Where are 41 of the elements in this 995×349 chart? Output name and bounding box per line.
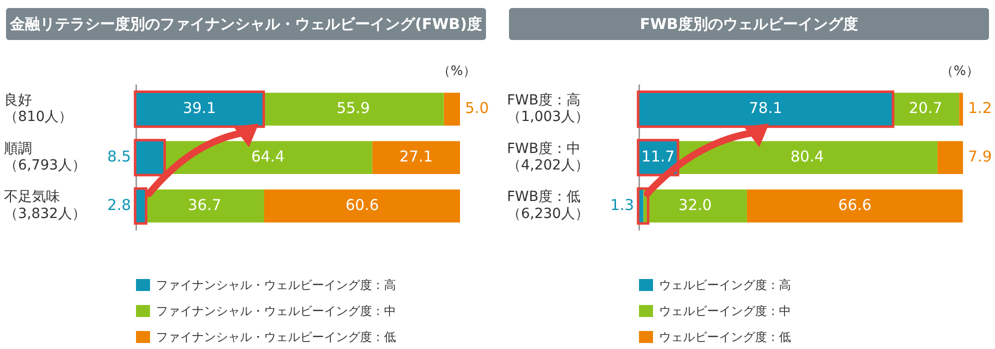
data-label: 8.5 — [107, 147, 132, 166]
y-tick-label: 順調（6,793人） — [4, 140, 86, 174]
legend-label: ファイナンシャル・ウェルビーイング度：高 — [156, 276, 396, 294]
data-label: 36.7 — [188, 196, 222, 214]
data-label: 11.7 — [641, 147, 675, 166]
data-label: 7.9 — [968, 147, 992, 166]
text: （%） — [438, 63, 476, 80]
text: （%） — [940, 63, 979, 80]
y-tick-label: FWB度：中（4,202人） — [507, 140, 590, 174]
data-label: 1.3 — [610, 196, 634, 214]
y-tick-label: FWB度：高（1,003人） — [507, 92, 590, 126]
data-label: 1.2 — [968, 99, 992, 118]
legend-label: ウェルビーイング度：低 — [659, 328, 792, 346]
data-label: 64.4 — [251, 147, 285, 166]
y-tick-label: FWB度：低（6,230人） — [507, 189, 590, 222]
bar — [264, 190, 460, 222]
data-label: 55.9 — [336, 99, 370, 118]
bar — [746, 190, 963, 222]
legend-label: ファイナンシャル・ウェルビーイング度：低 — [156, 328, 396, 346]
y-tick-label: 不足気味（3,832人） — [4, 189, 86, 222]
chart-title: FWB度別のウェルビーイング度 — [509, 8, 989, 40]
legend-label: ウェルビーイング度：中 — [659, 302, 792, 320]
bar — [444, 92, 460, 126]
data-label: 78.1 — [748, 99, 782, 118]
legend-label: ウェルビーイング度：高 — [659, 276, 792, 294]
bar — [892, 92, 960, 126]
bar — [937, 141, 963, 174]
bar — [959, 92, 963, 126]
chart-title: 金融リテラシー度別のファイナンシャル・ウェルビーイング(FWB)度 — [6, 8, 486, 40]
data-label: 5.0 — [465, 99, 489, 118]
data-label: 2.8 — [107, 196, 132, 214]
data-label: 66.6 — [838, 196, 872, 214]
data-label: 80.4 — [790, 147, 824, 166]
bar — [372, 141, 460, 174]
y-tick-label: 良好（810人） — [4, 92, 73, 126]
legend-label: ファイナンシャル・ウェルビーイング度：中 — [156, 302, 396, 320]
data-label: 60.6 — [345, 196, 379, 214]
data-label: 20.7 — [908, 99, 942, 118]
data-label: 39.1 — [182, 99, 216, 118]
data-label: 27.1 — [399, 147, 433, 166]
data-label: 32.0 — [678, 196, 712, 214]
